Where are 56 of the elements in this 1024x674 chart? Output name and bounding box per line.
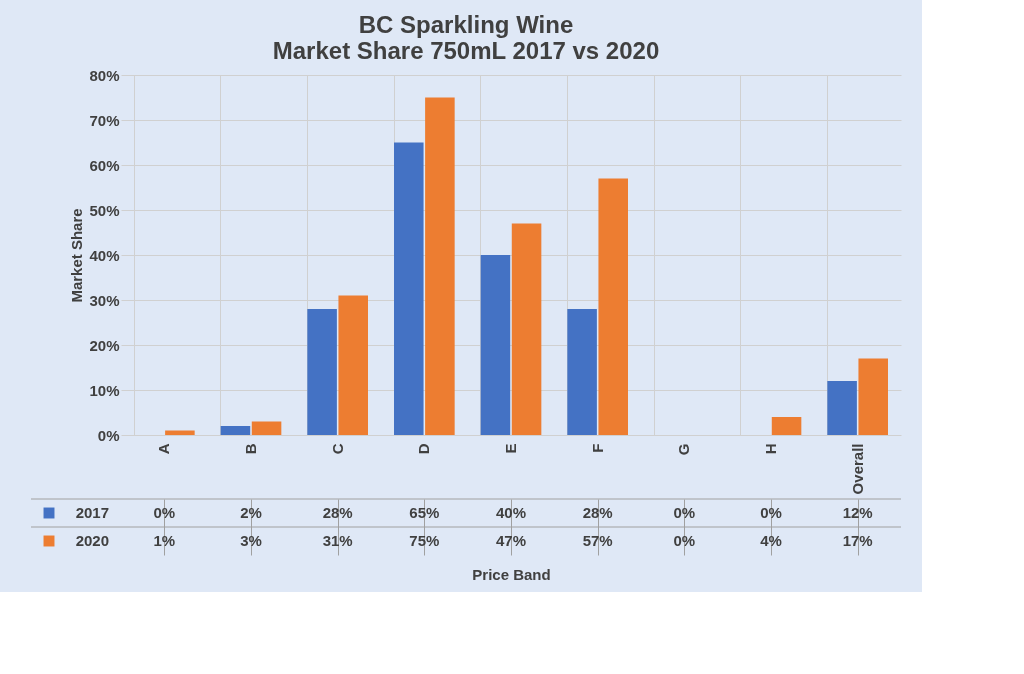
x-tick-label: D <box>415 443 433 455</box>
y-tick-label: 60% <box>89 156 120 174</box>
x-tick-label: B <box>242 443 259 455</box>
legend-label: 2020 <box>75 532 109 549</box>
x-tick-label: Overall <box>848 443 866 495</box>
bar <box>425 97 455 435</box>
y-tick-label: 80% <box>89 66 120 84</box>
y-tick-label: 40% <box>89 246 120 264</box>
x-tick-label: H <box>762 443 779 455</box>
y-tick-label: 10% <box>89 381 120 399</box>
bar <box>858 358 888 435</box>
bar <box>598 178 628 435</box>
bar <box>251 421 282 435</box>
y-tick-label: 70% <box>89 111 120 129</box>
text: Market Share 750mL 2017 vs 2020 <box>272 37 660 64</box>
x-tick-label: C <box>328 443 346 455</box>
y-tick-label: 30% <box>89 291 120 309</box>
data-label: 12% <box>842 504 873 521</box>
data-label: 0% <box>153 504 176 521</box>
x-axis-title: Price Band <box>472 565 551 583</box>
y-tick-label: 50% <box>89 201 120 219</box>
y-tick-label: 0% <box>97 426 120 444</box>
bar <box>567 309 597 435</box>
data-label: 0% <box>760 504 782 521</box>
data-label: 1% <box>153 532 176 549</box>
data-label: 31% <box>322 532 353 549</box>
data-label: 4% <box>760 532 782 549</box>
data-label: 3% <box>240 532 262 549</box>
x-tick-label: F <box>588 443 606 453</box>
x-tick-label: G <box>675 443 693 456</box>
text: BC Sparkling Wine <box>358 11 574 38</box>
bar <box>220 426 251 435</box>
bar <box>771 417 802 435</box>
data-label: 2% <box>240 504 262 521</box>
y-tick-label: 20% <box>89 336 120 354</box>
data-label: 57% <box>582 532 613 549</box>
data-label: 47% <box>495 532 527 549</box>
bar <box>338 295 368 435</box>
bar <box>307 309 337 435</box>
bar <box>827 381 857 435</box>
bar <box>511 223 542 435</box>
data-label: 17% <box>842 532 873 549</box>
y-axis-title: Market Share <box>68 208 86 303</box>
x-tick-label: A <box>155 443 173 455</box>
bar <box>480 255 511 435</box>
x-tick-label: E <box>502 443 519 454</box>
bar <box>394 142 424 435</box>
data-label: 0% <box>673 532 696 549</box>
bar <box>165 430 195 435</box>
data-label: 65% <box>409 504 440 521</box>
data-label: 28% <box>582 504 613 521</box>
data-label: 0% <box>673 504 696 521</box>
data-label: 40% <box>495 504 527 521</box>
data-label: 75% <box>409 532 440 549</box>
legend-label: 2017 <box>75 504 109 521</box>
data-label: 28% <box>322 504 353 521</box>
